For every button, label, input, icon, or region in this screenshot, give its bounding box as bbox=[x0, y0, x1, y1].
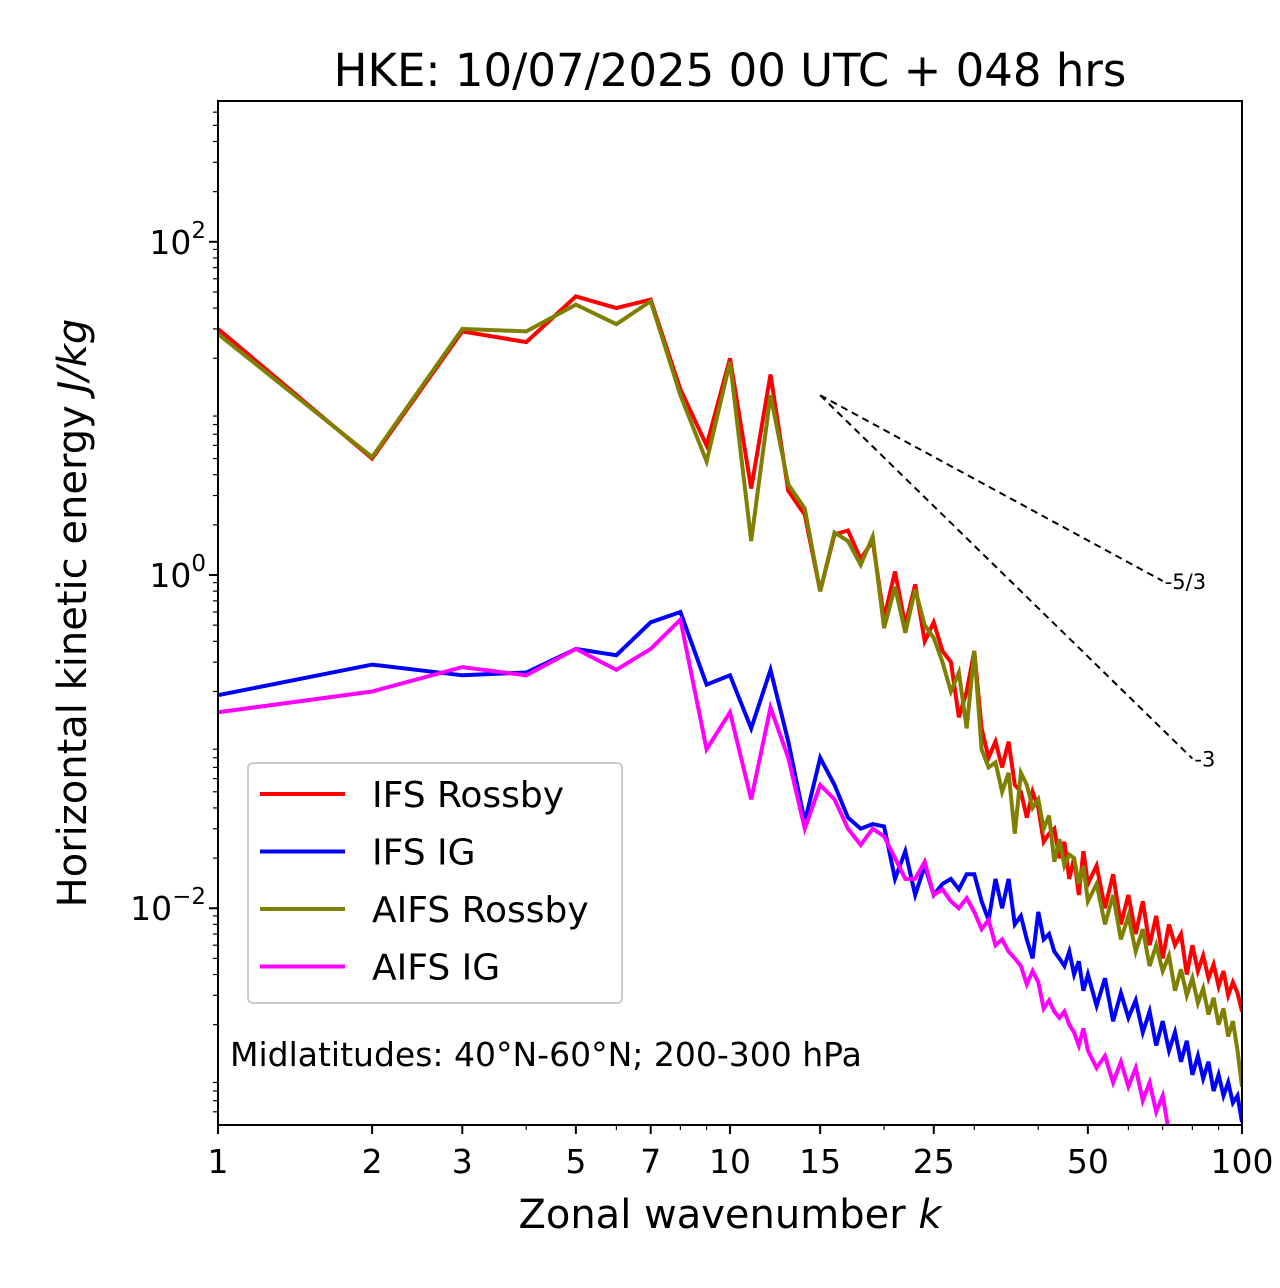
legend-label-aifs-ig: AIFS IG bbox=[372, 948, 500, 989]
series-line-aifs-rossby bbox=[218, 298, 1242, 1087]
y-axis-label: Horizontal kinetic energy J/kg bbox=[50, 319, 96, 908]
series-lines bbox=[218, 294, 1242, 1125]
region-annotation: Midlatitudes: 40°N-60°N; 200-300 hPa bbox=[230, 1035, 862, 1074]
x-tick-label: 10 bbox=[709, 1142, 751, 1181]
x-tick-label: 1 bbox=[208, 1142, 229, 1181]
x-tick-label: 2 bbox=[362, 1142, 383, 1181]
reference-slope-label: -3 bbox=[1194, 748, 1215, 772]
reference-slope-label: -5/3 bbox=[1165, 570, 1206, 594]
series-line-aifs-ig bbox=[218, 615, 1170, 1125]
reference-slope-line bbox=[819, 394, 1164, 582]
x-tick-label: 15 bbox=[799, 1142, 841, 1181]
legend: IFS Rossby IFS IG AIFS Rossby AIFS IG bbox=[247, 762, 623, 1004]
x-tick-label: 100 bbox=[1211, 1142, 1274, 1181]
reference-slope-line bbox=[819, 394, 1194, 760]
x-tick-label: 3 bbox=[452, 1142, 473, 1181]
y-tick-label: 102 bbox=[149, 218, 206, 262]
x-tick-label: 7 bbox=[640, 1142, 661, 1181]
legend-label-ifs-rossby: IFS Rossby bbox=[372, 775, 564, 816]
series-line-ifs-rossby bbox=[218, 294, 1242, 1012]
chart-title: HKE: 10/07/2025 00 UTC + 048 hrs bbox=[334, 44, 1127, 97]
x-tick-label: 50 bbox=[1067, 1142, 1109, 1181]
x-tick-label: 5 bbox=[565, 1142, 586, 1181]
reference-slopes: -5/3 -3 bbox=[819, 394, 1215, 772]
x-tick-label: 25 bbox=[913, 1142, 955, 1181]
series-line-ifs-ig bbox=[218, 609, 1242, 1123]
x-axis-label: Zonal wavenumber k bbox=[518, 1192, 943, 1238]
legend-label-ifs-ig: IFS IG bbox=[372, 833, 476, 874]
plot-area-frame bbox=[217, 100, 1243, 1126]
legend-box bbox=[247, 762, 623, 1004]
legend-label-aifs-rossby: AIFS Rossby bbox=[372, 890, 589, 931]
